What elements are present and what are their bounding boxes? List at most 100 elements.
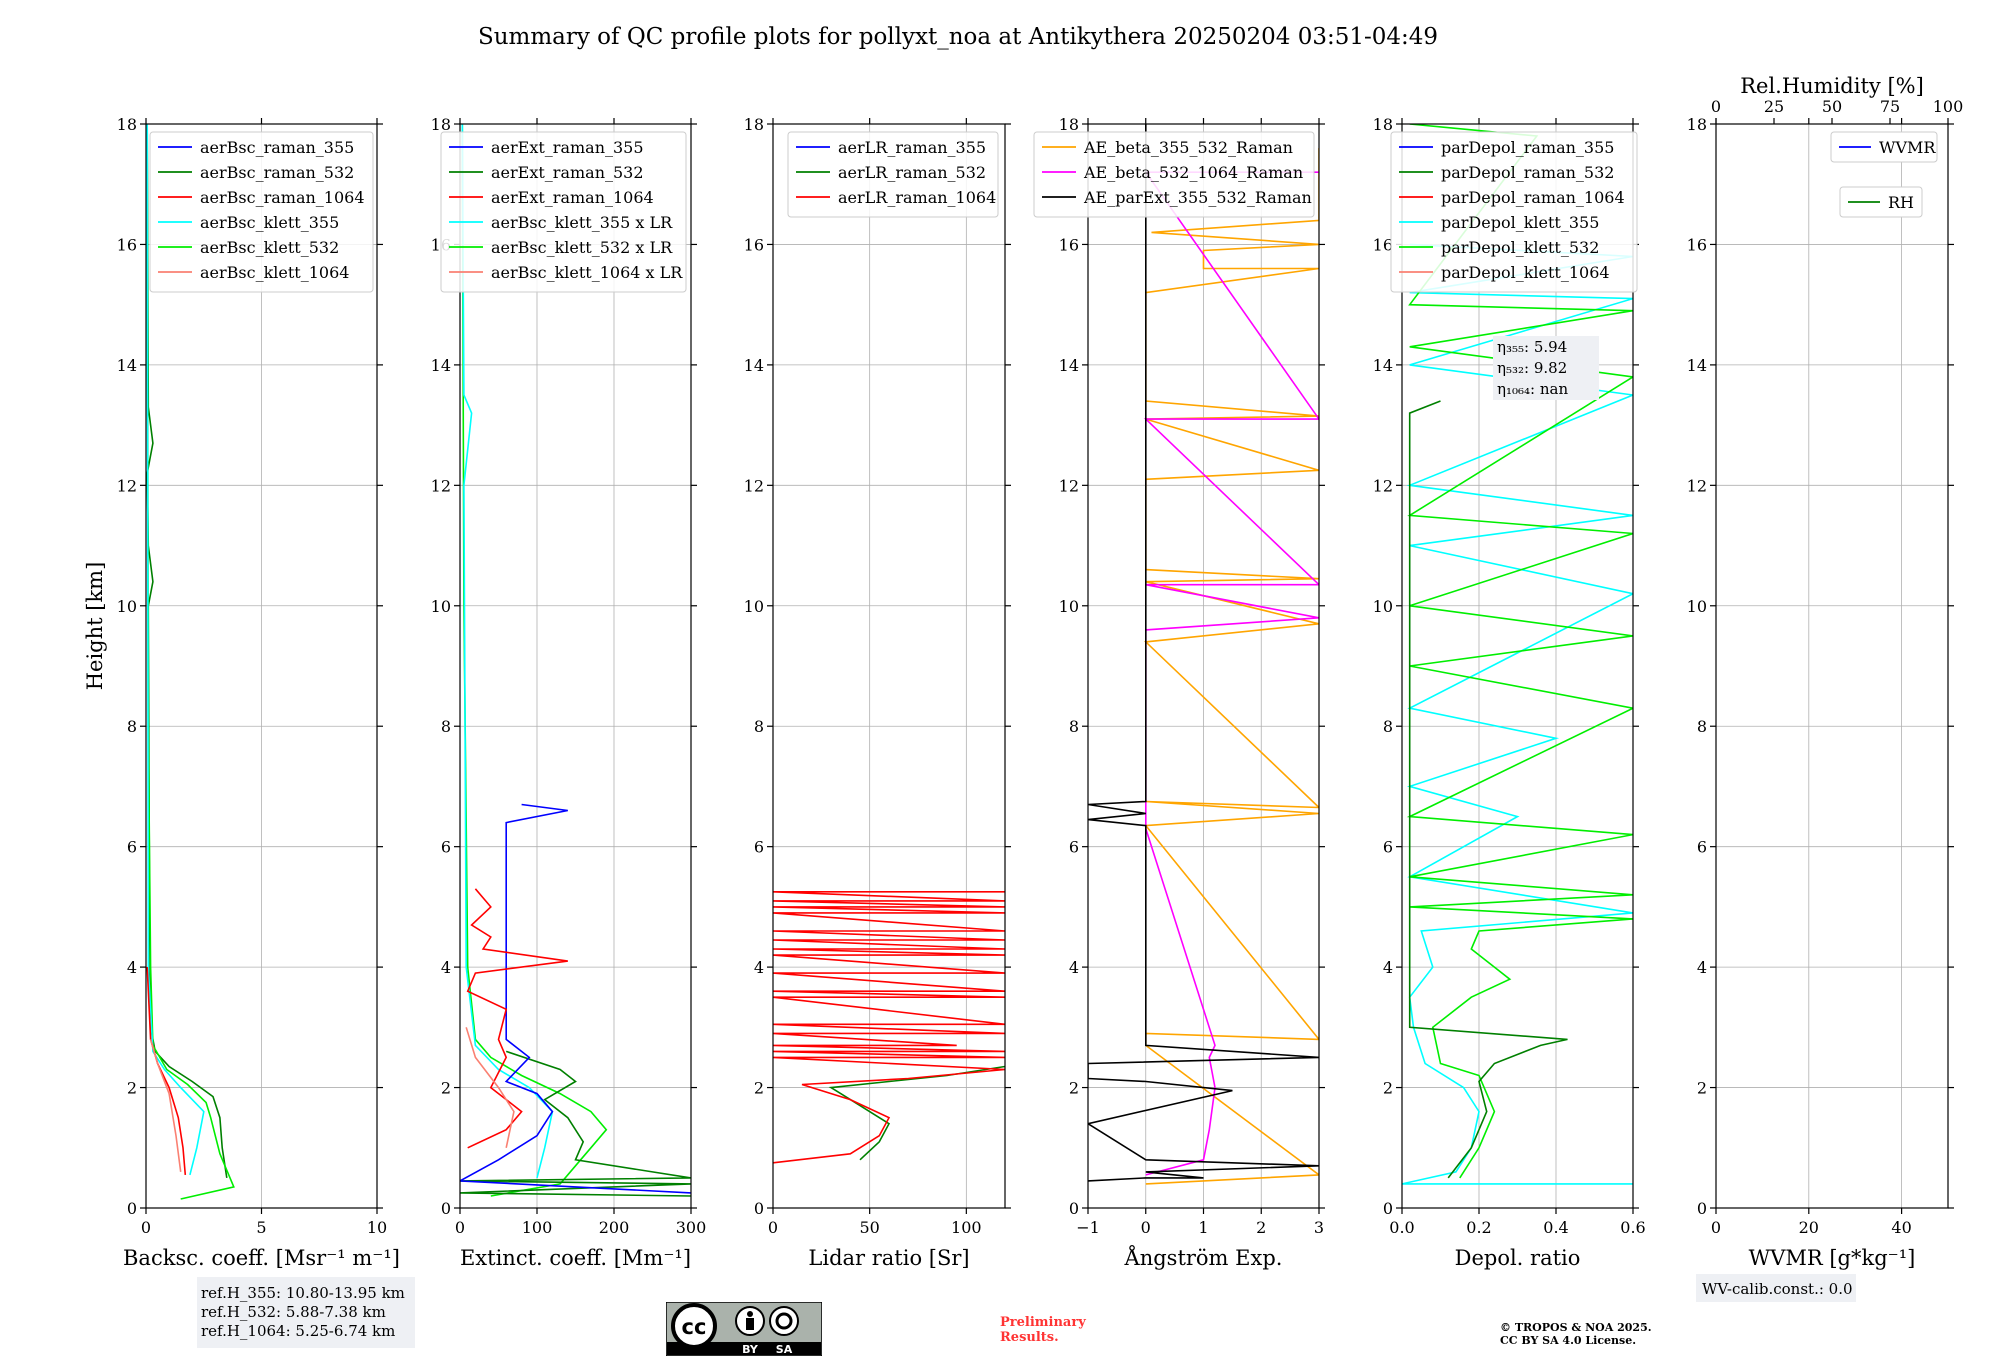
series-AE_beta_355_532_Raman: [1143, 148, 1319, 1185]
y-tick-label: 2: [754, 1079, 764, 1098]
y-tick-label: 14: [431, 356, 451, 375]
x-axis-label: Depol. ratio: [1455, 1246, 1581, 1270]
y-tick-label: 6: [1383, 838, 1393, 857]
series-aerLR_raman_532: [828, 1065, 1005, 1161]
series-AE_parExt_355_532_Raman: [1088, 124, 1319, 1182]
copyright-line-2: CC BY SA 4.0 License.: [1500, 1334, 1636, 1347]
svg-text:cc: cc: [682, 1315, 707, 1339]
y-tick-label: 10: [117, 597, 137, 616]
legend-entry: parDepol_raman_1064: [1441, 188, 1625, 207]
top-x-tick-label: 75: [1880, 97, 1900, 116]
y-tick-label: 2: [127, 1079, 137, 1098]
y-tick-label: 12: [1373, 476, 1393, 495]
series-aerExt_raman_1064: [466, 888, 568, 1149]
wv-calib-const: WV-calib.const.: 0.0: [1702, 1280, 1853, 1298]
x-tick-label: 100: [951, 1218, 982, 1237]
preliminary-line-1: Preliminary: [1000, 1315, 1086, 1330]
wv-calibration-box: WV-calib.const.: 0.0: [1696, 1274, 1856, 1302]
y-tick-label: 8: [754, 717, 764, 736]
y-tick-label: 0: [441, 1199, 451, 1218]
x-axis-label: Extinct. coeff. [Mm⁻¹]: [460, 1246, 691, 1270]
y-tick-label: 4: [441, 958, 451, 977]
series-aerExt_raman_532: [460, 1050, 691, 1197]
share-alike-icon: [769, 1306, 799, 1336]
y-tick-label: 2: [441, 1079, 451, 1098]
series-group: [773, 891, 1005, 1164]
x-axis-label: WVMR [g*kg⁻¹]: [1749, 1246, 1916, 1270]
y-tick-label: 4: [754, 958, 764, 977]
y-tick-label: 16: [1687, 235, 1707, 254]
eta-1064: η₁₀₆₄: nan: [1497, 380, 1568, 398]
y-tick-label: 12: [431, 476, 451, 495]
y-tick-label: 16: [1059, 235, 1079, 254]
plot-frame: [145, 123, 378, 1209]
cc-by-sa-badge[interactable]: cc BY SA: [666, 1302, 822, 1356]
panel-backscatter: 0 2 4 6 8 10 12 14 16 18 0 5 10 Backsc. coeff. [Msr⁻¹…: [117, 115, 400, 1270]
y-tick-label: 14: [744, 356, 764, 375]
y-tick-label: 12: [117, 476, 137, 495]
y-tick-label: 4: [1697, 958, 1707, 977]
plot-frame: [1401, 123, 1634, 1209]
y-tick-label: 18: [431, 115, 451, 134]
y-tick-label: 10: [1059, 597, 1079, 616]
y-tick-label: 14: [1373, 356, 1393, 375]
series-group: [1088, 124, 1319, 1185]
legend-entry: aerBsc_raman_532: [200, 163, 354, 182]
y-tick-label: 8: [1697, 717, 1707, 736]
legend: aerLR_raman_355 aerLR_raman_532 aerLR_rama…: [787, 131, 999, 218]
legend-entry: parDepol_raman_532: [1441, 163, 1614, 182]
cc-icon: [671, 1303, 717, 1349]
legend: aerBsc_raman_355 aerBsc_raman_532 aerBsc_r…: [149, 131, 374, 293]
y-tick-label: 2: [1697, 1079, 1707, 1098]
legend-entry: parDepol_klett_1064: [1441, 263, 1610, 282]
y-axis-label: Height [km]: [83, 562, 107, 691]
preliminary-line-2: Results.: [1000, 1330, 1059, 1345]
y-tick-label: 14: [1059, 356, 1079, 375]
x-tick-label: 40: [1891, 1218, 1911, 1237]
y-tick-label: 18: [1373, 115, 1393, 134]
legend-entry: aerBsc_klett_1064 x LR: [491, 263, 683, 282]
legend: AE_beta_355_532_Raman AE_beta_532_1064_Ra…: [1033, 131, 1315, 218]
legend-entry: aerLR_raman_532: [838, 163, 986, 182]
series-aerBsc_klett_532 x LR: [461, 124, 608, 1197]
series-aerExt_raman_355: [460, 803, 691, 1194]
y-tick-label: 16: [744, 235, 764, 254]
plot-frame: [1715, 123, 1949, 1209]
series-AE_beta_532_1064_Raman: [1143, 171, 1319, 1176]
series-parDepol_raman_532: [1408, 400, 1568, 1179]
x-tick-label: 100: [522, 1218, 553, 1237]
y-tick-label: 2: [1069, 1079, 1079, 1098]
x-tick-label: 50: [859, 1218, 879, 1237]
legend-entry: aerExt_raman_532: [491, 163, 644, 182]
y-tick-label: 0: [1383, 1199, 1393, 1218]
top-x-tick-label: 25: [1764, 97, 1784, 116]
legend-entry: aerLR_raman_1064: [838, 188, 996, 207]
y-tick-label: 6: [1697, 838, 1707, 857]
legend-label: WVMR: [1879, 138, 1936, 157]
panel-depol: 0 2 4 6 8 10 12 14 16 18 0.0 0.2 0.4 0.6 Depol. ratio p…: [1373, 115, 1646, 1270]
legend-label: RH: [1888, 193, 1914, 212]
panel-lidar_ratio: 0 2 4 6 8 10 12 14 16 18 0 50 100 Lidar ratio [Sr] aer…: [744, 115, 1011, 1270]
x-tick-label: 300: [676, 1218, 707, 1237]
top-axis-label: Rel.Humidity [%]: [1740, 74, 1924, 98]
y-tick-label: 14: [117, 356, 137, 375]
legend-entry: aerBsc_klett_355 x LR: [491, 213, 673, 232]
top-x-tick-label: 50: [1822, 97, 1842, 116]
y-tick-label: 8: [441, 717, 451, 736]
legend-entry: AE_beta_355_532_Raman: [1083, 138, 1293, 157]
y-tick-label: 12: [1687, 476, 1707, 495]
y-tick-label: 6: [441, 838, 451, 857]
series-aerBsc_klett_1064 x LR: [465, 1027, 515, 1148]
y-tick-label: 12: [1059, 476, 1079, 495]
legend: aerExt_raman_355 aerExt_raman_532 aerExt_r…: [440, 131, 687, 293]
x-tick-label: 10: [367, 1218, 387, 1237]
ref-height-355: ref.H_355: 10.80-13.95 km: [201, 1284, 405, 1302]
x-tick-label: 20: [1799, 1218, 1819, 1237]
copyright-line-1: © TROPOS & NOA 2025.: [1500, 1321, 1652, 1334]
y-tick-label: 6: [754, 838, 764, 857]
y-tick-label: 16: [1373, 235, 1393, 254]
eta-532: η₅₃₂: 9.82: [1497, 359, 1567, 377]
legend-entry: aerLR_raman_355: [838, 138, 986, 157]
